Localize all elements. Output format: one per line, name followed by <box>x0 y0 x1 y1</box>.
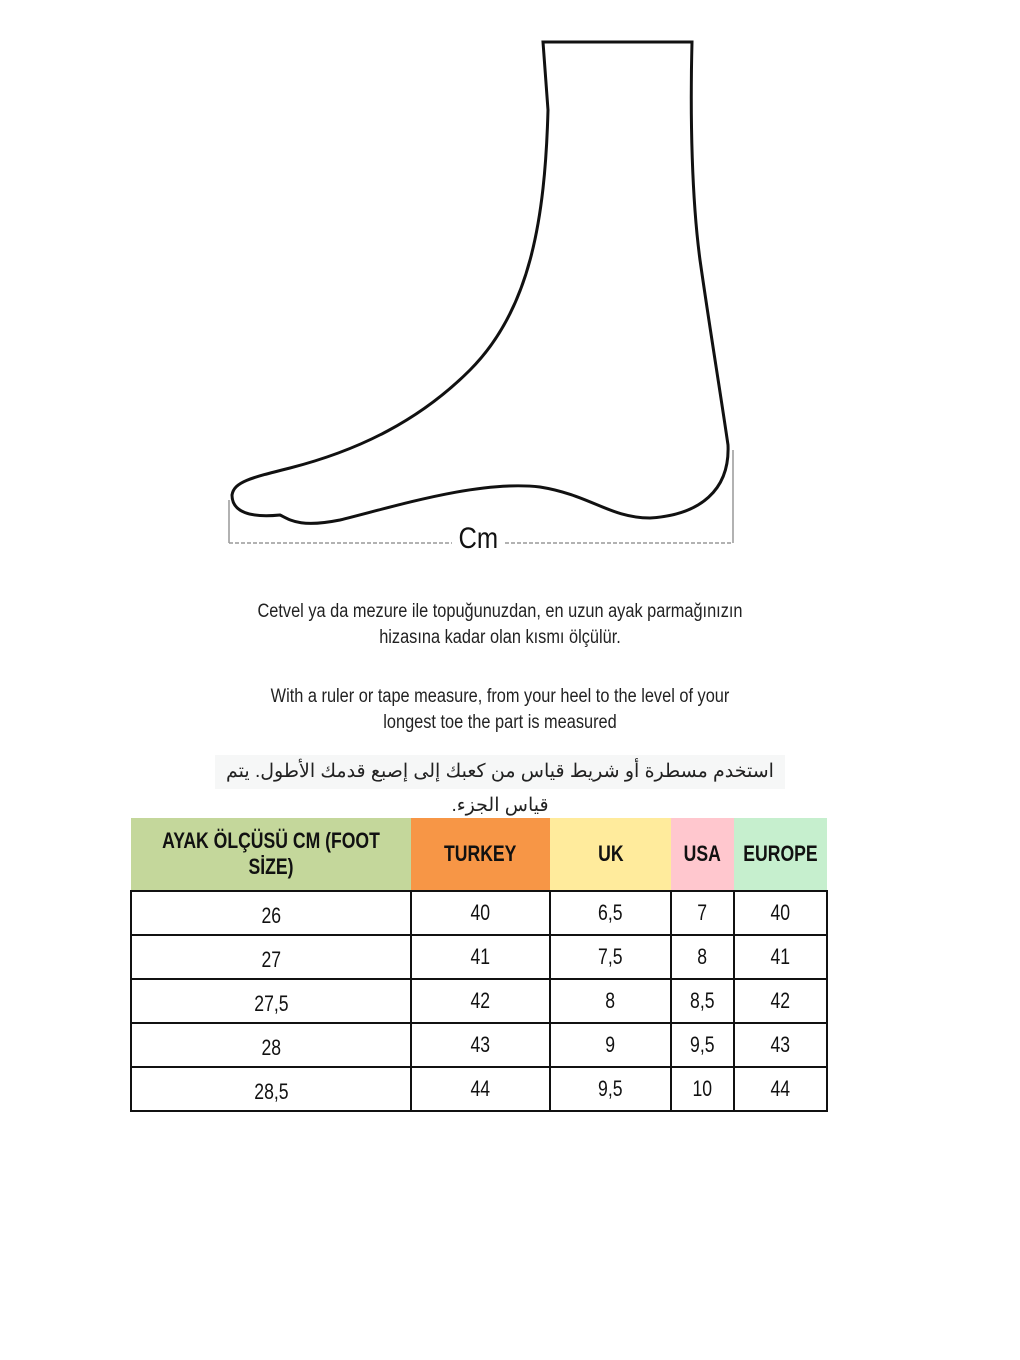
table-cell: 7 <box>670 890 735 936</box>
english-instruction: With a ruler or tape measure, from your … <box>270 686 730 733</box>
table-cell: 8,5 <box>670 978 735 1024</box>
column-header-label: EUROPE <box>743 841 818 866</box>
column-header-label: UK <box>597 841 624 866</box>
cell-value: 10 <box>692 1076 713 1101</box>
table-cell: 10 <box>670 1066 735 1112</box>
cell-value: 9,5 <box>690 1032 715 1057</box>
size-table: AYAK ÖLÇÜSÜ CM (FOOT SİZE) TURKEY UK USA EUR… <box>130 818 828 1112</box>
column-header-label: TURKEY <box>444 841 517 866</box>
table-row: 27,5 42 8 8,5 42 <box>130 978 828 1024</box>
cell-value: 27,5 <box>253 991 289 1016</box>
table-cell: 41 <box>410 934 551 980</box>
table-cell: 41 <box>733 934 828 980</box>
column-header: TURKEY <box>411 818 550 891</box>
column-header-label: USA <box>683 841 722 866</box>
cell-value: 8,5 <box>690 988 715 1013</box>
table-cell: 28 <box>130 1022 412 1068</box>
cell-value: 43 <box>470 1032 491 1057</box>
table-cell: 43 <box>410 1022 551 1068</box>
column-header: AYAK ÖLÇÜSÜ CM (FOOT SİZE) <box>131 818 411 891</box>
cell-value: 8 <box>697 944 708 969</box>
column-header: EUROPE <box>734 818 827 891</box>
table-row: 27 41 7,5 8 41 <box>130 934 828 980</box>
cell-value: 9,5 <box>598 1076 623 1101</box>
table-cell: 42 <box>410 978 551 1024</box>
turkish-instruction: Cetvel ya da mezure ile topuğunuzdan, en… <box>257 601 743 648</box>
cell-value: 42 <box>470 988 491 1013</box>
table-cell: 40 <box>410 890 551 936</box>
table-row: 26 40 6,5 7 40 <box>130 890 828 936</box>
cell-value: 26 <box>261 903 281 928</box>
table-cell: 8 <box>670 934 735 980</box>
table-cell: 6,5 <box>549 890 672 936</box>
cell-value: 40 <box>470 900 491 925</box>
cell-value: 6,5 <box>598 900 623 925</box>
table-cell: 28,5 <box>130 1066 412 1112</box>
table-row: 28 43 9 9,5 43 <box>130 1022 828 1068</box>
foot-outline-illustration <box>228 40 734 544</box>
table-cell: 9 <box>549 1022 672 1068</box>
cell-value: 27 <box>261 947 281 972</box>
cell-value: 44 <box>470 1076 491 1101</box>
cell-value: 7 <box>697 900 708 925</box>
cell-value: 7,5 <box>598 944 623 969</box>
table-cell: 7,5 <box>549 934 672 980</box>
column-header-label: AYAK ÖLÇÜSÜ CM (FOOT SİZE) <box>162 828 380 879</box>
table-row: 28,5 44 9,5 10 44 <box>130 1066 828 1112</box>
measure-label: Cm <box>458 522 499 555</box>
cell-value: 41 <box>770 944 791 969</box>
table-cell: 43 <box>733 1022 828 1068</box>
table-cell: 40 <box>733 890 828 936</box>
table-cell: 42 <box>733 978 828 1024</box>
table-cell: 9,5 <box>670 1022 735 1068</box>
table-cell: 26 <box>130 890 412 936</box>
cell-value: 8 <box>605 988 616 1013</box>
column-header: USA <box>671 818 734 891</box>
cell-value: 28,5 <box>253 1079 289 1104</box>
column-header: UK <box>550 818 671 891</box>
arabic-instruction: استخدم مسطرة أو شريط قياس من كعبك إلى إص… <box>215 755 785 816</box>
table-cell: 27,5 <box>130 978 412 1024</box>
cell-value: 43 <box>770 1032 791 1057</box>
cell-value: 44 <box>770 1076 791 1101</box>
table-cell: 44 <box>733 1066 828 1112</box>
cell-value: 42 <box>770 988 791 1013</box>
table-cell: 9,5 <box>549 1066 672 1112</box>
table-cell: 27 <box>130 934 412 980</box>
table-cell: 8 <box>549 978 672 1024</box>
cell-value: 41 <box>470 944 491 969</box>
cell-value: 28 <box>261 1035 281 1060</box>
table-cell: 44 <box>410 1066 551 1112</box>
cell-value: 9 <box>605 1032 616 1057</box>
cell-value: 40 <box>770 900 791 925</box>
